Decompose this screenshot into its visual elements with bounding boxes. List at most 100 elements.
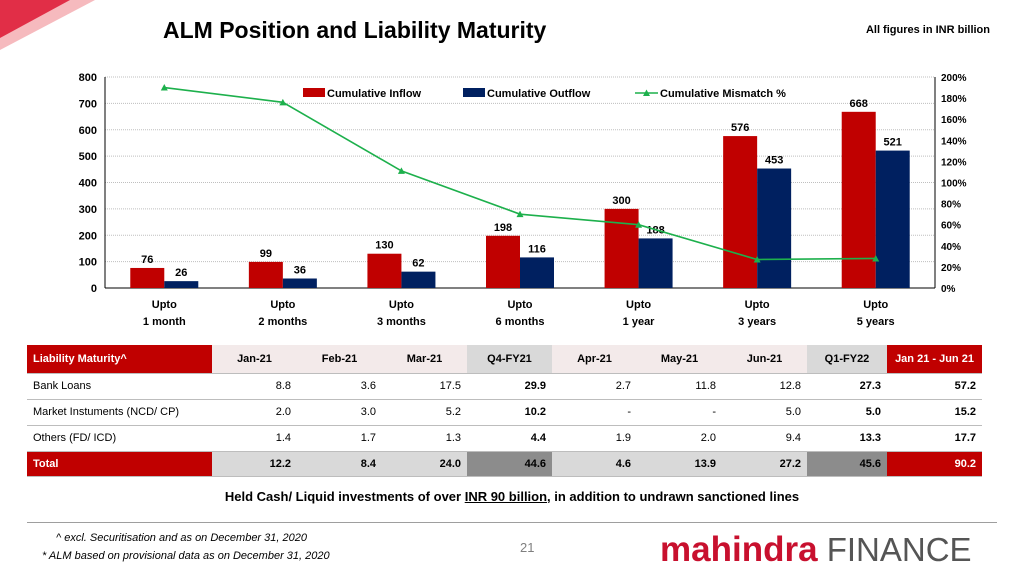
table-cell: 2.0 bbox=[212, 399, 297, 426]
marker-cumulative-mismatch bbox=[279, 98, 287, 106]
y-left-tick-label: 400 bbox=[79, 178, 97, 190]
table-cell: 1.4 bbox=[212, 425, 297, 452]
data-label-inflow: 99 bbox=[260, 248, 272, 260]
bar-cumulative-inflow bbox=[723, 136, 758, 288]
table-cell: 4.4 bbox=[467, 425, 552, 452]
x-tick-label: Upto bbox=[389, 299, 414, 311]
y-left-tick-label: 300 bbox=[79, 204, 97, 216]
table-cell: Market Instuments (NCD/ CP) bbox=[27, 399, 212, 426]
table-cell: 57.2 bbox=[887, 373, 982, 400]
table-cell: 5.0 bbox=[807, 399, 887, 426]
marker-cumulative-mismatch bbox=[872, 254, 880, 262]
brand-logo-mahindra: mahindra bbox=[660, 530, 818, 569]
y-right-tick-label: 60% bbox=[941, 221, 961, 232]
marker-cumulative-mismatch bbox=[635, 221, 643, 228]
y-right-tick-label: 200% bbox=[941, 73, 967, 84]
table-cell: 2.7 bbox=[552, 373, 637, 400]
alm-chart: 0 100 200 300 400 500 600 700 800 0% 20% 40% 60% 80% 1… bbox=[79, 72, 967, 328]
bar-cumulative-outflow bbox=[282, 278, 317, 288]
legend-label-mismatch: Cumulative Mismatch % bbox=[660, 88, 786, 100]
y-right-tick-label: 120% bbox=[941, 157, 967, 168]
marker-cumulative-mismatch bbox=[753, 256, 761, 263]
x-tick-label: Upto bbox=[507, 299, 532, 311]
data-label-inflow: 576 bbox=[731, 122, 749, 134]
table-cell: 11.8 bbox=[637, 373, 722, 400]
bar-cumulative-outflow bbox=[401, 271, 436, 288]
legend-swatch-outflow bbox=[463, 88, 485, 97]
bar-cumulative-inflow bbox=[841, 111, 876, 288]
table-cell: 12.8 bbox=[722, 373, 807, 400]
table-row: Market Instuments (NCD/ CP) 2.0 3.0 5.2 10.2… bbox=[27, 399, 982, 426]
x-tick-label: 1 year bbox=[623, 316, 656, 328]
table-header-cell: Jan 21 - Jun 21 bbox=[887, 345, 982, 374]
legend-label-outflow: Cumulative Outflow bbox=[487, 88, 591, 100]
table-cell: 5.2 bbox=[382, 399, 467, 426]
liability-maturity-table: Liability Maturity^ Jan-21 Feb-21 Mar-21 Q4-… bbox=[27, 345, 982, 477]
bar-cumulative-inflow bbox=[486, 235, 520, 288]
data-label-inflow: 300 bbox=[612, 195, 630, 207]
table-cell: 44.6 bbox=[467, 451, 552, 477]
y-left-tick-label: 200 bbox=[79, 230, 97, 242]
y-right-tick-label: 180% bbox=[941, 94, 967, 105]
table-header-row: Liability Maturity^ Jan-21 Feb-21 Mar-21 Q4-… bbox=[27, 345, 982, 374]
table-cell: Total bbox=[27, 451, 212, 477]
table-cell: - bbox=[552, 399, 637, 426]
x-tick-label: 2 months bbox=[258, 316, 307, 328]
footnote-alm: * ALM based on provisional data as on De… bbox=[42, 550, 330, 562]
table-cell: 8.8 bbox=[212, 373, 297, 400]
table-cell: 29.9 bbox=[467, 373, 552, 400]
table-cell: 1.7 bbox=[297, 425, 382, 452]
table-cell: 27.3 bbox=[807, 373, 887, 400]
liability-maturity-table-wrap: Liability Maturity^ Jan-21 Feb-21 Mar-21 Q4-… bbox=[27, 345, 982, 477]
y-right-tick-label: 100% bbox=[941, 179, 967, 190]
x-tick-label: 3 months bbox=[377, 316, 426, 328]
x-tick-label: Upto bbox=[152, 299, 177, 311]
table-header-cell: Mar-21 bbox=[382, 345, 467, 374]
x-tick-label: 6 months bbox=[496, 316, 545, 328]
bar-cumulative-outflow bbox=[520, 257, 554, 288]
table-cell: 45.6 bbox=[807, 451, 887, 477]
x-tick-label: Upto bbox=[863, 299, 888, 311]
data-label-inflow: 130 bbox=[375, 240, 393, 252]
bar-cumulative-inflow bbox=[604, 208, 639, 288]
table-cell: Bank Loans bbox=[27, 373, 212, 400]
y-right-tick-label: 0% bbox=[941, 284, 956, 295]
table-cell: 4.6 bbox=[552, 451, 637, 477]
table-row: Others (FD/ ICD) 1.4 1.7 1.3 4.4 1.9 2.0 9.4 13.… bbox=[27, 425, 982, 452]
liquidity-note-prefix: Held Cash/ Liquid investments of over bbox=[224, 489, 465, 504]
marker-cumulative-mismatch bbox=[516, 210, 524, 218]
liquidity-note: Held Cash/ Liquid investments of over IN… bbox=[0, 489, 1024, 504]
y-right-tick-label: 80% bbox=[941, 200, 961, 211]
table-cell: 3.0 bbox=[297, 399, 382, 426]
table-cell: 1.9 bbox=[552, 425, 637, 452]
table-cell: 8.4 bbox=[297, 451, 382, 477]
table-cell: 2.0 bbox=[637, 425, 722, 452]
y-left-tick-label: 600 bbox=[79, 125, 97, 137]
y-left-tick-label: 800 bbox=[79, 72, 97, 84]
x-tick-label: Upto bbox=[270, 299, 295, 311]
legend-marker-mismatch bbox=[643, 89, 650, 96]
table-cell: 27.2 bbox=[722, 451, 807, 477]
footer-divider bbox=[27, 522, 997, 523]
table-cell: Others (FD/ ICD) bbox=[27, 425, 212, 452]
table-cell: 12.2 bbox=[212, 451, 297, 477]
y-right-tick-label: 40% bbox=[941, 242, 961, 253]
table-cell: 90.2 bbox=[887, 451, 982, 477]
table-row: Bank Loans 8.8 3.6 17.5 29.9 2.7 11.8 12.8 27.3 5… bbox=[27, 373, 982, 400]
table-cell: 15.2 bbox=[887, 399, 982, 426]
y-right-tick-label: 20% bbox=[941, 263, 961, 274]
table-header-cell: Apr-21 bbox=[552, 345, 637, 374]
bar-cumulative-inflow bbox=[248, 261, 283, 288]
units-note: All figures in INR billion bbox=[865, 24, 990, 36]
y-left-tick-label: 700 bbox=[79, 98, 97, 110]
brand-logo-finance: FINANCE bbox=[826, 531, 972, 568]
y-left-tick-label: 500 bbox=[79, 151, 97, 163]
table-cell: 10.2 bbox=[467, 399, 552, 426]
y-right-tick-label: 160% bbox=[941, 115, 967, 126]
marker-cumulative-mismatch bbox=[160, 84, 168, 91]
liquidity-note-highlight: INR 90 billion bbox=[464, 489, 548, 504]
table-header-cell: Q4-FY21 bbox=[467, 345, 552, 374]
legend-swatch-inflow bbox=[303, 88, 325, 97]
data-label-outflow: 116 bbox=[528, 243, 546, 255]
table-header-cell: Liability Maturity^ bbox=[27, 345, 212, 374]
